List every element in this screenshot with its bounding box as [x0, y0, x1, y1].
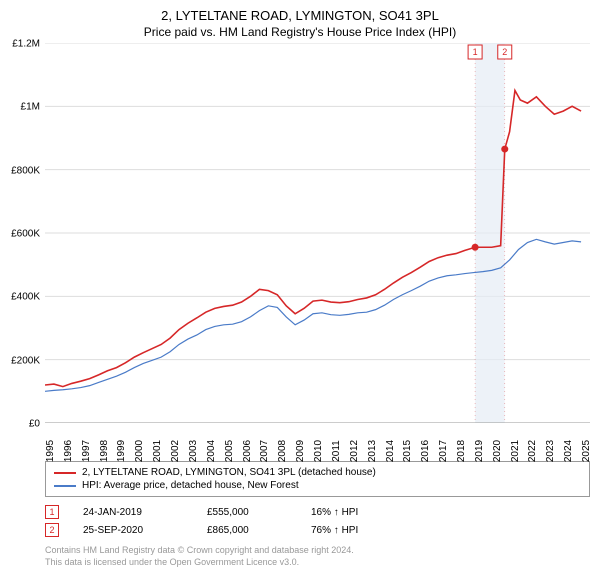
x-tick-label: 2011 [331, 440, 342, 462]
x-tick-label: 1996 [63, 440, 74, 462]
legend-swatch-property [54, 472, 76, 474]
transaction-diff: 16% ↑ HPI [311, 507, 358, 518]
transaction-price: £555,000 [207, 507, 287, 518]
transaction-row: 1 24-JAN-2019 £555,000 16% ↑ HPI [45, 503, 590, 521]
x-tick-label: 2020 [492, 440, 503, 462]
x-tick-label: 1997 [81, 440, 92, 462]
x-tick-label: 2024 [563, 440, 574, 462]
chart-area: 12 [45, 43, 590, 423]
chart-title: 2, LYTELTANE ROAD, LYMINGTON, SO41 3PL [0, 8, 600, 23]
x-tick-label: 2010 [313, 440, 324, 462]
y-axis: £0£200K£400K£600K£800K£1M£1.2M [0, 44, 44, 424]
y-tick-label: £400K [11, 292, 40, 303]
x-axis: 1995199619971998199920002001200220032004… [45, 423, 590, 455]
y-tick-label: £600K [11, 229, 40, 240]
transaction-marker: 1 [45, 505, 59, 519]
y-tick-label: £1.2M [12, 39, 40, 50]
x-tick-label: 2000 [134, 440, 145, 462]
transaction-diff: 76% ↑ HPI [311, 525, 358, 536]
svg-text:2: 2 [502, 47, 507, 57]
x-tick-label: 2022 [527, 440, 538, 462]
x-tick-label: 2002 [170, 440, 181, 462]
x-tick-label: 1999 [116, 440, 127, 462]
y-tick-label: £200K [11, 355, 40, 366]
y-tick-label: £0 [29, 419, 40, 430]
legend-label-hpi: HPI: Average price, detached house, New … [82, 480, 299, 491]
x-tick-label: 1998 [99, 440, 110, 462]
transaction-marker: 2 [45, 523, 59, 537]
x-tick-label: 2018 [456, 440, 467, 462]
transactions-list: 1 24-JAN-2019 £555,000 16% ↑ HPI 2 25-SEP-202… [45, 503, 590, 539]
x-tick-label: 2015 [402, 440, 413, 462]
x-tick-label: 2005 [224, 440, 235, 462]
y-tick-label: £1M [21, 102, 40, 113]
svg-text:1: 1 [473, 47, 478, 57]
x-tick-label: 2008 [277, 440, 288, 462]
footnote: Contains HM Land Registry data © Crown c… [45, 545, 590, 568]
x-tick-label: 2007 [259, 440, 270, 462]
x-tick-label: 2023 [545, 440, 556, 462]
legend: 2, LYTELTANE ROAD, LYMINGTON, SO41 3PL (… [45, 461, 590, 497]
x-tick-label: 2012 [349, 440, 360, 462]
x-tick-label: 1995 [45, 440, 56, 462]
transaction-row: 2 25-SEP-2020 £865,000 76% ↑ HPI [45, 521, 590, 539]
x-tick-label: 2003 [188, 440, 199, 462]
chart-subtitle: Price paid vs. HM Land Registry's House … [0, 25, 600, 39]
transaction-date: 25-SEP-2020 [83, 525, 183, 536]
x-tick-label: 2009 [295, 440, 306, 462]
x-tick-label: 2001 [152, 440, 163, 462]
chart-svg: 12 [45, 43, 590, 423]
x-tick-label: 2014 [385, 440, 396, 462]
x-tick-label: 2019 [474, 440, 485, 462]
legend-label-property: 2, LYTELTANE ROAD, LYMINGTON, SO41 3PL (… [82, 467, 376, 478]
transaction-date: 24-JAN-2019 [83, 507, 183, 518]
x-tick-label: 2004 [206, 440, 217, 462]
x-tick-label: 2013 [367, 440, 378, 462]
y-tick-label: £800K [11, 165, 40, 176]
x-tick-label: 2017 [438, 440, 449, 462]
transaction-price: £865,000 [207, 525, 287, 536]
legend-swatch-hpi [54, 485, 76, 487]
x-tick-label: 2006 [242, 440, 253, 462]
x-tick-label: 2025 [581, 440, 592, 462]
x-tick-label: 2016 [420, 440, 431, 462]
x-tick-label: 2021 [510, 440, 521, 462]
